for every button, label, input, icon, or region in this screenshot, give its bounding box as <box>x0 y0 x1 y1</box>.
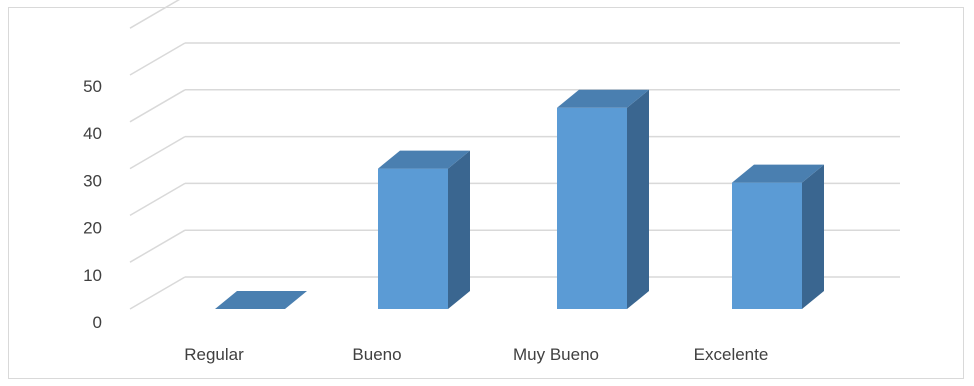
bar-top <box>215 291 307 309</box>
gridline-depth <box>129 89 186 123</box>
bar-front <box>378 168 448 309</box>
y-tick-label: 50 <box>83 77 102 96</box>
gridline-depth <box>129 42 186 76</box>
x-category-label: Excelente <box>694 345 769 364</box>
bar-side <box>802 164 824 309</box>
gridline-depth <box>129 229 186 263</box>
bar-side <box>448 150 470 309</box>
gridline-depth <box>129 0 180 29</box>
bars <box>215 89 824 309</box>
x-axis-categories: Regular Bueno Muy Bueno Excelente <box>184 345 768 364</box>
x-category-label: Muy Bueno <box>513 345 599 364</box>
y-tick-label: 20 <box>83 219 102 238</box>
y-tick-label: 0 <box>93 313 102 332</box>
y-tick-label: 10 <box>83 266 102 285</box>
bar-front <box>557 107 627 309</box>
bar-front <box>732 182 802 309</box>
bar-top <box>732 164 824 183</box>
x-category-label: Regular <box>184 345 244 364</box>
x-category-label: Bueno <box>352 345 401 364</box>
bar <box>378 150 470 309</box>
gridline-depth <box>129 182 186 217</box>
gridline-depth <box>129 135 186 170</box>
bar-side <box>627 89 649 309</box>
bar <box>557 89 649 309</box>
bar <box>732 164 824 309</box>
y-tick-label: 30 <box>83 171 102 190</box>
bar-top <box>557 89 649 108</box>
gridline-depth <box>129 276 186 310</box>
bar <box>215 291 307 309</box>
bar-top <box>378 150 470 169</box>
y-axis-ticks: 0 10 20 30 40 50 <box>83 77 102 332</box>
y-tick-label: 40 <box>83 124 102 143</box>
